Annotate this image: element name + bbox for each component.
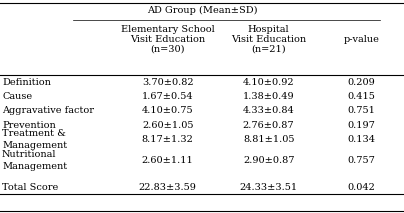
Text: 4.33±0.84: 4.33±0.84 [243, 106, 295, 115]
Text: 0.197: 0.197 [348, 121, 375, 130]
Text: 0.042: 0.042 [348, 183, 375, 192]
Text: 0.751: 0.751 [348, 106, 375, 115]
Text: 0.134: 0.134 [347, 135, 376, 144]
Text: Management: Management [2, 162, 67, 171]
Text: 2.60±1.11: 2.60±1.11 [142, 156, 194, 165]
Text: Total Score: Total Score [2, 183, 58, 192]
Text: AD Group (Mean±SD): AD Group (Mean±SD) [147, 6, 257, 15]
Text: 8.81±1.05: 8.81±1.05 [243, 135, 295, 144]
Text: p-value: p-value [344, 35, 379, 44]
Text: 1.38±0.49: 1.38±0.49 [243, 92, 295, 101]
Text: Nutritional: Nutritional [2, 150, 57, 159]
Text: Visit Education: Visit Education [231, 35, 306, 44]
Text: Aggravative factor: Aggravative factor [2, 106, 94, 115]
Text: Prevention: Prevention [2, 121, 56, 130]
Text: Management: Management [2, 141, 67, 150]
Text: 2.90±0.87: 2.90±0.87 [243, 156, 295, 165]
Text: (n=21): (n=21) [251, 45, 286, 54]
Text: Treatment &: Treatment & [2, 129, 66, 138]
Text: 0.757: 0.757 [348, 156, 375, 165]
Text: 2.60±1.05: 2.60±1.05 [142, 121, 194, 130]
Text: 0.415: 0.415 [348, 92, 375, 101]
Text: 22.83±3.59: 22.83±3.59 [139, 183, 197, 192]
Text: 4.10±0.92: 4.10±0.92 [243, 78, 295, 87]
Text: 1.67±0.54: 1.67±0.54 [142, 92, 194, 101]
Text: Visit Education: Visit Education [130, 35, 205, 44]
Text: 3.70±0.82: 3.70±0.82 [142, 78, 194, 87]
Text: 2.76±0.87: 2.76±0.87 [243, 121, 295, 130]
Text: Elementary School: Elementary School [121, 25, 215, 34]
Text: Cause: Cause [2, 92, 32, 101]
Text: 8.17±1.32: 8.17±1.32 [142, 135, 194, 144]
Text: 0.209: 0.209 [348, 78, 375, 87]
Text: 4.10±0.75: 4.10±0.75 [142, 106, 194, 115]
Text: (n=30): (n=30) [150, 45, 185, 54]
Text: 24.33±3.51: 24.33±3.51 [240, 183, 298, 192]
Text: Hospital: Hospital [248, 25, 290, 34]
Text: Definition: Definition [2, 78, 51, 87]
